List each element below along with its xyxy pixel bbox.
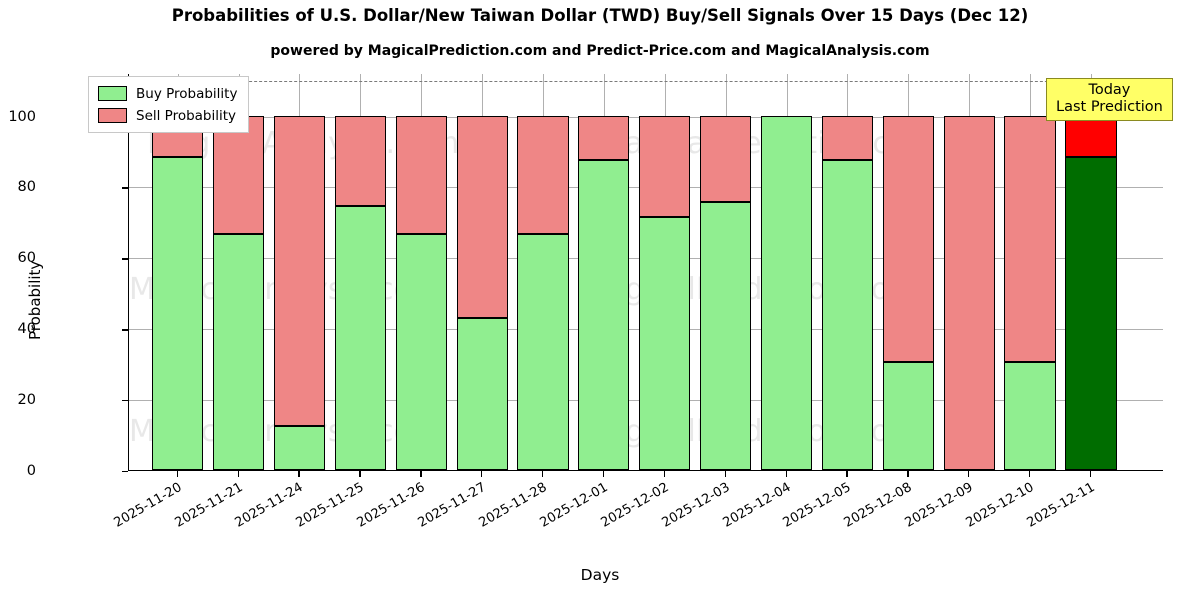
x-axis-tick-mark	[176, 471, 178, 477]
bar[interactable]	[578, 74, 630, 470]
legend-label-sell: Sell Probability	[136, 107, 237, 124]
legend-label-buy: Buy Probability	[136, 85, 238, 102]
x-axis-tick-mark	[1089, 471, 1092, 477]
chart-subtitle: powered by MagicalPrediction.com and Pre…	[270, 43, 930, 59]
bar-segment-sell[interactable]	[273, 115, 326, 426]
plot-area: MagicalAnalysis.comMagicalPrediction.com…	[128, 74, 1163, 471]
x-axis-tick-mark	[968, 471, 970, 477]
bar-segment-sell[interactable]	[943, 115, 995, 470]
y-axis-tick-label: 20	[17, 392, 36, 409]
plot-inner: MagicalAnalysis.comMagicalPrediction.com…	[129, 74, 1163, 470]
chart-title: Probabilities of U.S. Dollar/New Taiwan …	[171, 6, 1029, 25]
bar[interactable]	[1004, 74, 1056, 470]
bar-segment-buy[interactable]	[882, 362, 934, 470]
legend-item-buy: Buy Probability	[98, 84, 237, 103]
x-axis-tick-mark	[663, 471, 666, 477]
bar-segment-buy[interactable]	[578, 159, 630, 470]
bar-segment-buy[interactable]	[334, 205, 386, 470]
bar[interactable]	[700, 74, 752, 470]
bar-segment-sell[interactable]	[1004, 115, 1056, 363]
bar-segment-buy[interactable]	[213, 233, 265, 470]
bar-segment-sell[interactable]	[334, 115, 386, 206]
y-axis-tick-label: 60	[17, 250, 36, 267]
bar-segment-sell[interactable]	[1065, 115, 1117, 158]
x-axis-tick-mark	[724, 471, 726, 477]
x-axis-tick-mark	[420, 471, 422, 477]
bar-segment-sell[interactable]	[578, 115, 630, 160]
y-axis-tick-mark	[122, 187, 128, 189]
x-axis-tick-mark	[542, 471, 544, 477]
bar-segment-sell[interactable]	[882, 115, 934, 363]
bar-segment-sell[interactable]	[395, 115, 447, 234]
y-axis-tick-label: 40	[17, 321, 36, 338]
y-axis-tick-mark	[122, 258, 128, 260]
bar[interactable]	[760, 74, 813, 470]
bar[interactable]	[882, 74, 934, 470]
legend-swatch-sell	[98, 108, 127, 123]
bar-segment-sell[interactable]	[639, 115, 691, 217]
bar[interactable]	[456, 74, 508, 470]
x-axis-tick-mark	[359, 471, 361, 477]
bar[interactable]	[943, 74, 995, 470]
x-axis-label: Days	[580, 566, 620, 584]
y-axis-tick-label: 80	[17, 179, 36, 196]
legend-swatch-buy	[98, 86, 127, 101]
today-callout-line2: Last Prediction	[1056, 99, 1163, 116]
bar-segment-sell[interactable]	[700, 115, 752, 203]
y-axis-tick-mark	[122, 400, 128, 402]
today-callout: Today Last Prediction	[1046, 78, 1173, 122]
legend-item-sell: Sell Probability	[98, 106, 237, 125]
y-axis-tick-label: 100	[8, 108, 36, 125]
x-axis-tick-mark	[481, 471, 483, 477]
reference-line	[129, 81, 1163, 83]
bar-segment-buy[interactable]	[273, 425, 326, 470]
x-axis-tick-mark	[298, 471, 300, 477]
bar[interactable]	[273, 74, 326, 470]
bar-segment-sell[interactable]	[821, 115, 873, 160]
x-axis-tick-mark	[846, 471, 848, 477]
bar-segment-buy[interactable]	[821, 159, 873, 470]
x-axis-tick-mark	[602, 471, 605, 477]
bar-segment-sell[interactable]	[517, 115, 569, 234]
x-axis-tick-mark	[785, 471, 787, 477]
bar[interactable]	[213, 74, 265, 470]
y-axis-tick-mark	[122, 471, 128, 473]
bar-segment-buy[interactable]	[517, 233, 569, 470]
bar[interactable]	[395, 74, 447, 470]
bar-segment-buy[interactable]	[700, 202, 752, 470]
bar[interactable]	[334, 74, 386, 470]
bar-today[interactable]	[1065, 74, 1117, 470]
bar-segment-buy[interactable]	[1004, 362, 1056, 470]
y-axis-tick-mark	[122, 329, 128, 331]
bar-segment-buy[interactable]	[395, 233, 447, 470]
bar-segment-buy[interactable]	[639, 216, 691, 470]
bar[interactable]	[821, 74, 873, 470]
x-axis-tick-mark	[1029, 471, 1031, 477]
bar-segment-buy[interactable]	[760, 115, 813, 470]
bar-segment-buy[interactable]	[1065, 157, 1117, 470]
today-callout-line1: Today	[1088, 82, 1131, 98]
bar[interactable]	[152, 74, 204, 470]
bar-segment-buy[interactable]	[456, 317, 508, 470]
x-axis-tick-mark	[907, 471, 909, 477]
bar-segment-buy[interactable]	[152, 157, 204, 470]
y-axis-tick-label: 0	[26, 463, 36, 479]
bar[interactable]	[517, 74, 569, 470]
x-axis-tick-mark	[237, 471, 239, 477]
bar-segment-sell[interactable]	[456, 115, 508, 318]
chart-legend: Buy Probability Sell Probability	[88, 76, 250, 133]
bar[interactable]	[639, 74, 691, 470]
bar-segment-sell[interactable]	[213, 115, 265, 234]
